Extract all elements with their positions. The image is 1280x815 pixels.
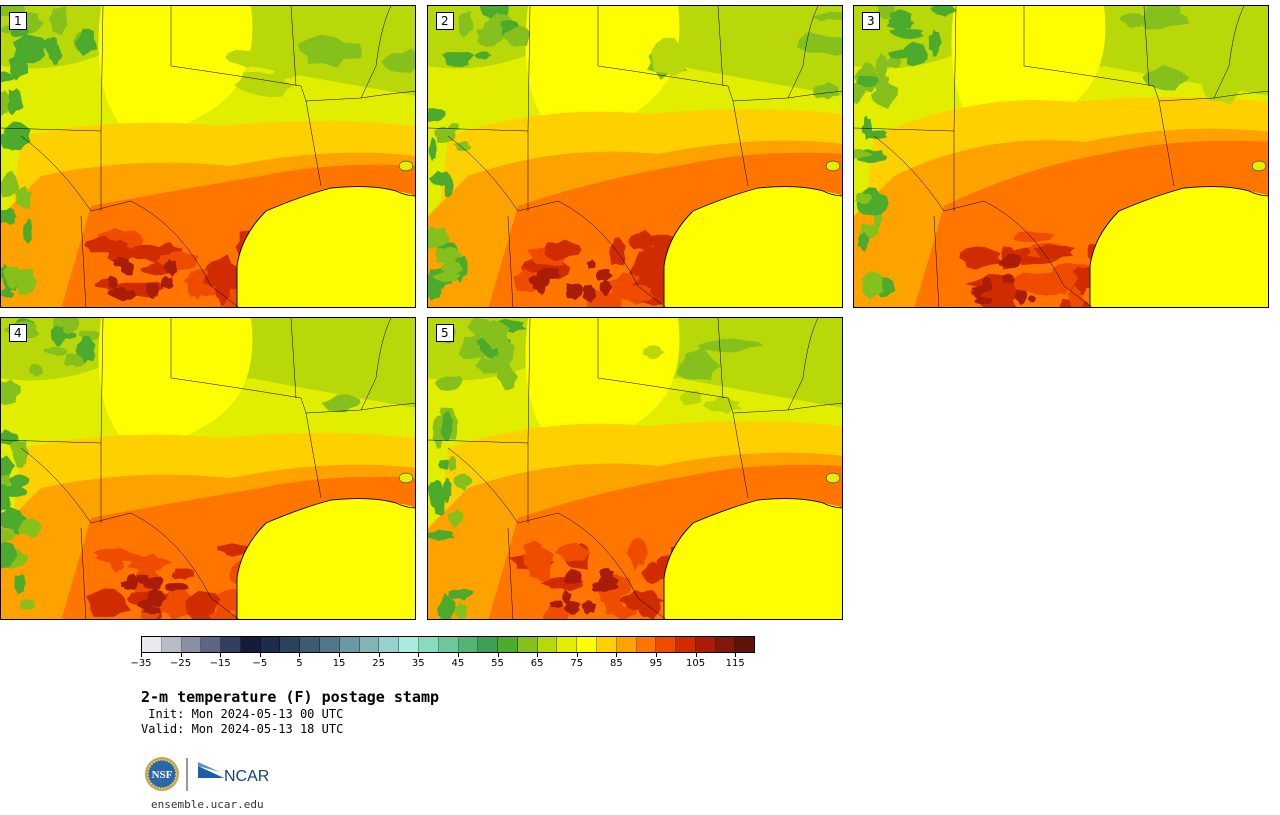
colorbar-tick-label: −35	[130, 658, 152, 669]
colorbar-swatch	[399, 637, 419, 652]
panel-number-label: 2	[436, 12, 454, 30]
temperature-map	[1, 318, 415, 619]
colorbar-swatch	[735, 637, 755, 652]
sponsor-logos: NSF NCAR	[144, 756, 274, 792]
website-link[interactable]: ensemble.ucar.edu	[151, 798, 264, 811]
colorbar-tick-label: 65	[530, 658, 544, 669]
colorbar-tick-label: 35	[411, 658, 425, 669]
colorbar-tick-label: 55	[491, 658, 504, 669]
colorbar-tick	[180, 653, 182, 657]
colorbar-tick-label: 25	[372, 658, 386, 669]
nsf-logo-icon: NSF	[145, 757, 179, 791]
panel-number-label: 1	[9, 12, 27, 30]
colorbar-swatch	[656, 637, 677, 652]
colorbar-tick-label: −15	[209, 658, 231, 669]
colorbar-tick-label: −25	[170, 658, 192, 669]
ncar-logo-icon: NCAR	[198, 762, 269, 785]
postage-stamp-panel-3: 3	[853, 5, 1269, 308]
postage-stamp-panel-5: 5	[427, 317, 843, 620]
colorbar-tick-label: 85	[609, 658, 623, 669]
colorbar-swatch	[676, 637, 696, 652]
postage-stamp-panel-1: 1	[0, 5, 416, 308]
plot-title: 2-m temperature (F) postage stamp	[141, 688, 440, 706]
colorbar-tick-label: 115	[725, 658, 745, 669]
colorbar-swatch	[142, 637, 162, 652]
colorbar-swatch	[359, 637, 380, 652]
colorbar-tick	[576, 653, 578, 657]
colorbar-swatch	[320, 637, 340, 652]
colorbar-tick	[457, 653, 459, 657]
valid-time: Valid: Mon 2024-05-13 18 UTC	[141, 722, 344, 736]
colorbar-swatch	[517, 637, 538, 652]
colorbar-tick	[735, 653, 737, 657]
colorbar-tick	[141, 653, 142, 657]
panel-number-label: 5	[436, 324, 454, 342]
ncar-logo-text: NCAR	[224, 768, 269, 785]
colorbar-tick-label: 45	[451, 658, 465, 669]
temperature-colorbar	[141, 636, 755, 653]
colorbar-swatch	[577, 637, 597, 652]
colorbar-swatch	[616, 637, 637, 652]
colorbar-swatch	[339, 637, 360, 652]
colorbar-tick	[339, 653, 341, 657]
colorbar-swatch	[240, 637, 261, 652]
colorbar-swatch	[537, 637, 558, 652]
colorbar-swatch	[596, 637, 617, 652]
colorbar-swatch	[695, 637, 716, 652]
postage-stamp-panel-2: 2	[427, 5, 843, 308]
colorbar-tick	[695, 653, 697, 657]
colorbar-tick-label: 15	[332, 658, 346, 669]
panel-number-label: 3	[862, 12, 880, 30]
colorbar-swatch	[201, 637, 222, 652]
nsf-logo-text: NSF	[152, 769, 173, 781]
colorbar-tick	[616, 653, 618, 657]
colorbar-tick	[220, 653, 222, 657]
colorbar-tick	[655, 653, 657, 657]
colorbar-swatch	[221, 637, 241, 652]
colorbar-swatch	[379, 637, 400, 652]
temperature-map	[428, 6, 842, 307]
colorbar-swatch	[438, 637, 459, 652]
colorbar-swatch	[458, 637, 479, 652]
temperature-map	[428, 318, 842, 619]
colorbar-tick	[299, 653, 301, 657]
colorbar-swatch	[498, 637, 518, 652]
colorbar-tick-label: 5	[296, 658, 303, 669]
colorbar-tick-label: −5	[252, 658, 268, 669]
colorbar-tick-label: 75	[570, 658, 584, 669]
colorbar-swatch	[181, 637, 202, 652]
colorbar-swatch	[300, 637, 321, 652]
colorbar-swatch	[557, 637, 578, 652]
temperature-map	[1, 6, 415, 307]
colorbar-tick	[418, 653, 420, 657]
colorbar-swatch	[280, 637, 301, 652]
colorbar-swatch	[715, 637, 736, 652]
colorbar-swatch	[260, 637, 281, 652]
colorbar-tick-label: 105	[686, 658, 706, 669]
panel-number-label: 4	[9, 324, 27, 342]
colorbar-tick	[378, 653, 380, 657]
colorbar-swatch	[161, 637, 182, 652]
colorbar-tick	[537, 653, 539, 657]
colorbar-tick	[497, 653, 499, 657]
colorbar-ticks: −35 −25 −15 −5 5 15 25 35 45 55 65 75 85 95 105 115	[130, 653, 755, 673]
postage-stamp-panel-4: 4	[0, 317, 416, 620]
colorbar-swatch	[636, 637, 657, 652]
colorbar-tick-label: 95	[649, 658, 663, 669]
init-time: Init: Mon 2024-05-13 00 UTC	[141, 707, 344, 721]
colorbar-swatch	[478, 637, 499, 652]
colorbar-tick	[259, 653, 261, 657]
colorbar-swatch	[418, 637, 439, 652]
temperature-map	[854, 6, 1268, 307]
